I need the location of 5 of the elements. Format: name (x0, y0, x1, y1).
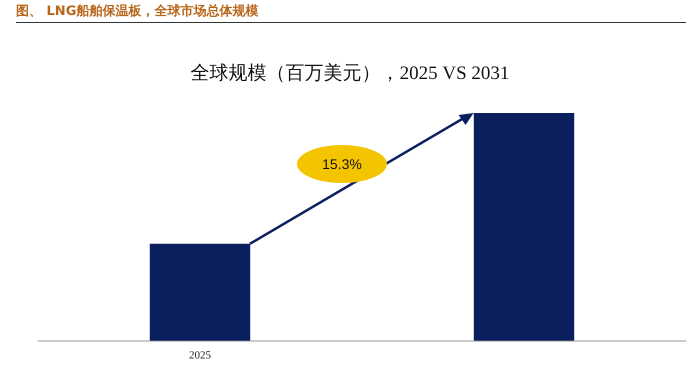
annotation: 15.3% (322, 156, 362, 172)
chart-title: 图、 LNG船舶保温板，全球市场总体规模 (16, 2, 258, 20)
chart-subtitle: 全球规模（百万美元），2025 VS 2031 (190, 62, 510, 86)
oval-badge: 15.3% (297, 145, 387, 184)
x-tick-label: 2025 (189, 349, 212, 362)
